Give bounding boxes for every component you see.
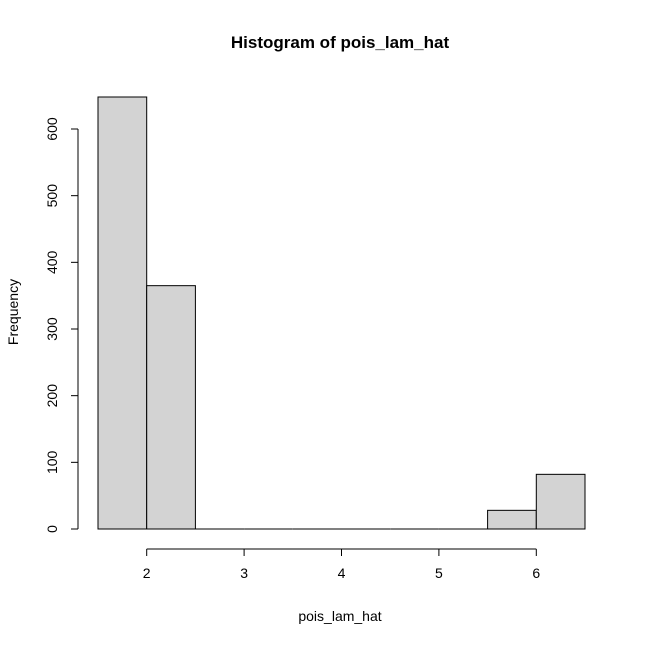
x-tick-label-3: 3	[240, 565, 248, 581]
y-axis-label: Frequency	[5, 279, 21, 345]
y-tick-label-100: 100	[44, 450, 60, 474]
histogram-bar-1	[146, 285, 196, 530]
histogram-bar-9	[535, 473, 586, 530]
x-tick-label-4: 4	[338, 565, 346, 581]
bars-group	[97, 96, 586, 530]
x-axis: 2 3 4 5 6	[143, 548, 540, 581]
y-tick-label-300: 300	[44, 317, 60, 341]
y-tick-label-200: 200	[44, 384, 60, 408]
y-axis: 0 100 200 300 400 500 600	[44, 117, 79, 533]
y-tick-label-500: 500	[44, 184, 60, 208]
x-axis-label: pois_lam_hat	[298, 608, 381, 624]
x-tick-label-6: 6	[532, 565, 540, 581]
x-tick-label-5: 5	[435, 565, 443, 581]
chart-title: Histogram of pois_lam_hat	[231, 33, 450, 52]
y-tick-label-600: 600	[44, 117, 60, 141]
x-tick-label-2: 2	[143, 565, 151, 581]
y-tick-label-400: 400	[44, 250, 60, 274]
histogram-bar-8	[487, 509, 537, 530]
histogram-bar-0	[97, 96, 148, 530]
y-tick-label-0: 0	[44, 525, 60, 533]
